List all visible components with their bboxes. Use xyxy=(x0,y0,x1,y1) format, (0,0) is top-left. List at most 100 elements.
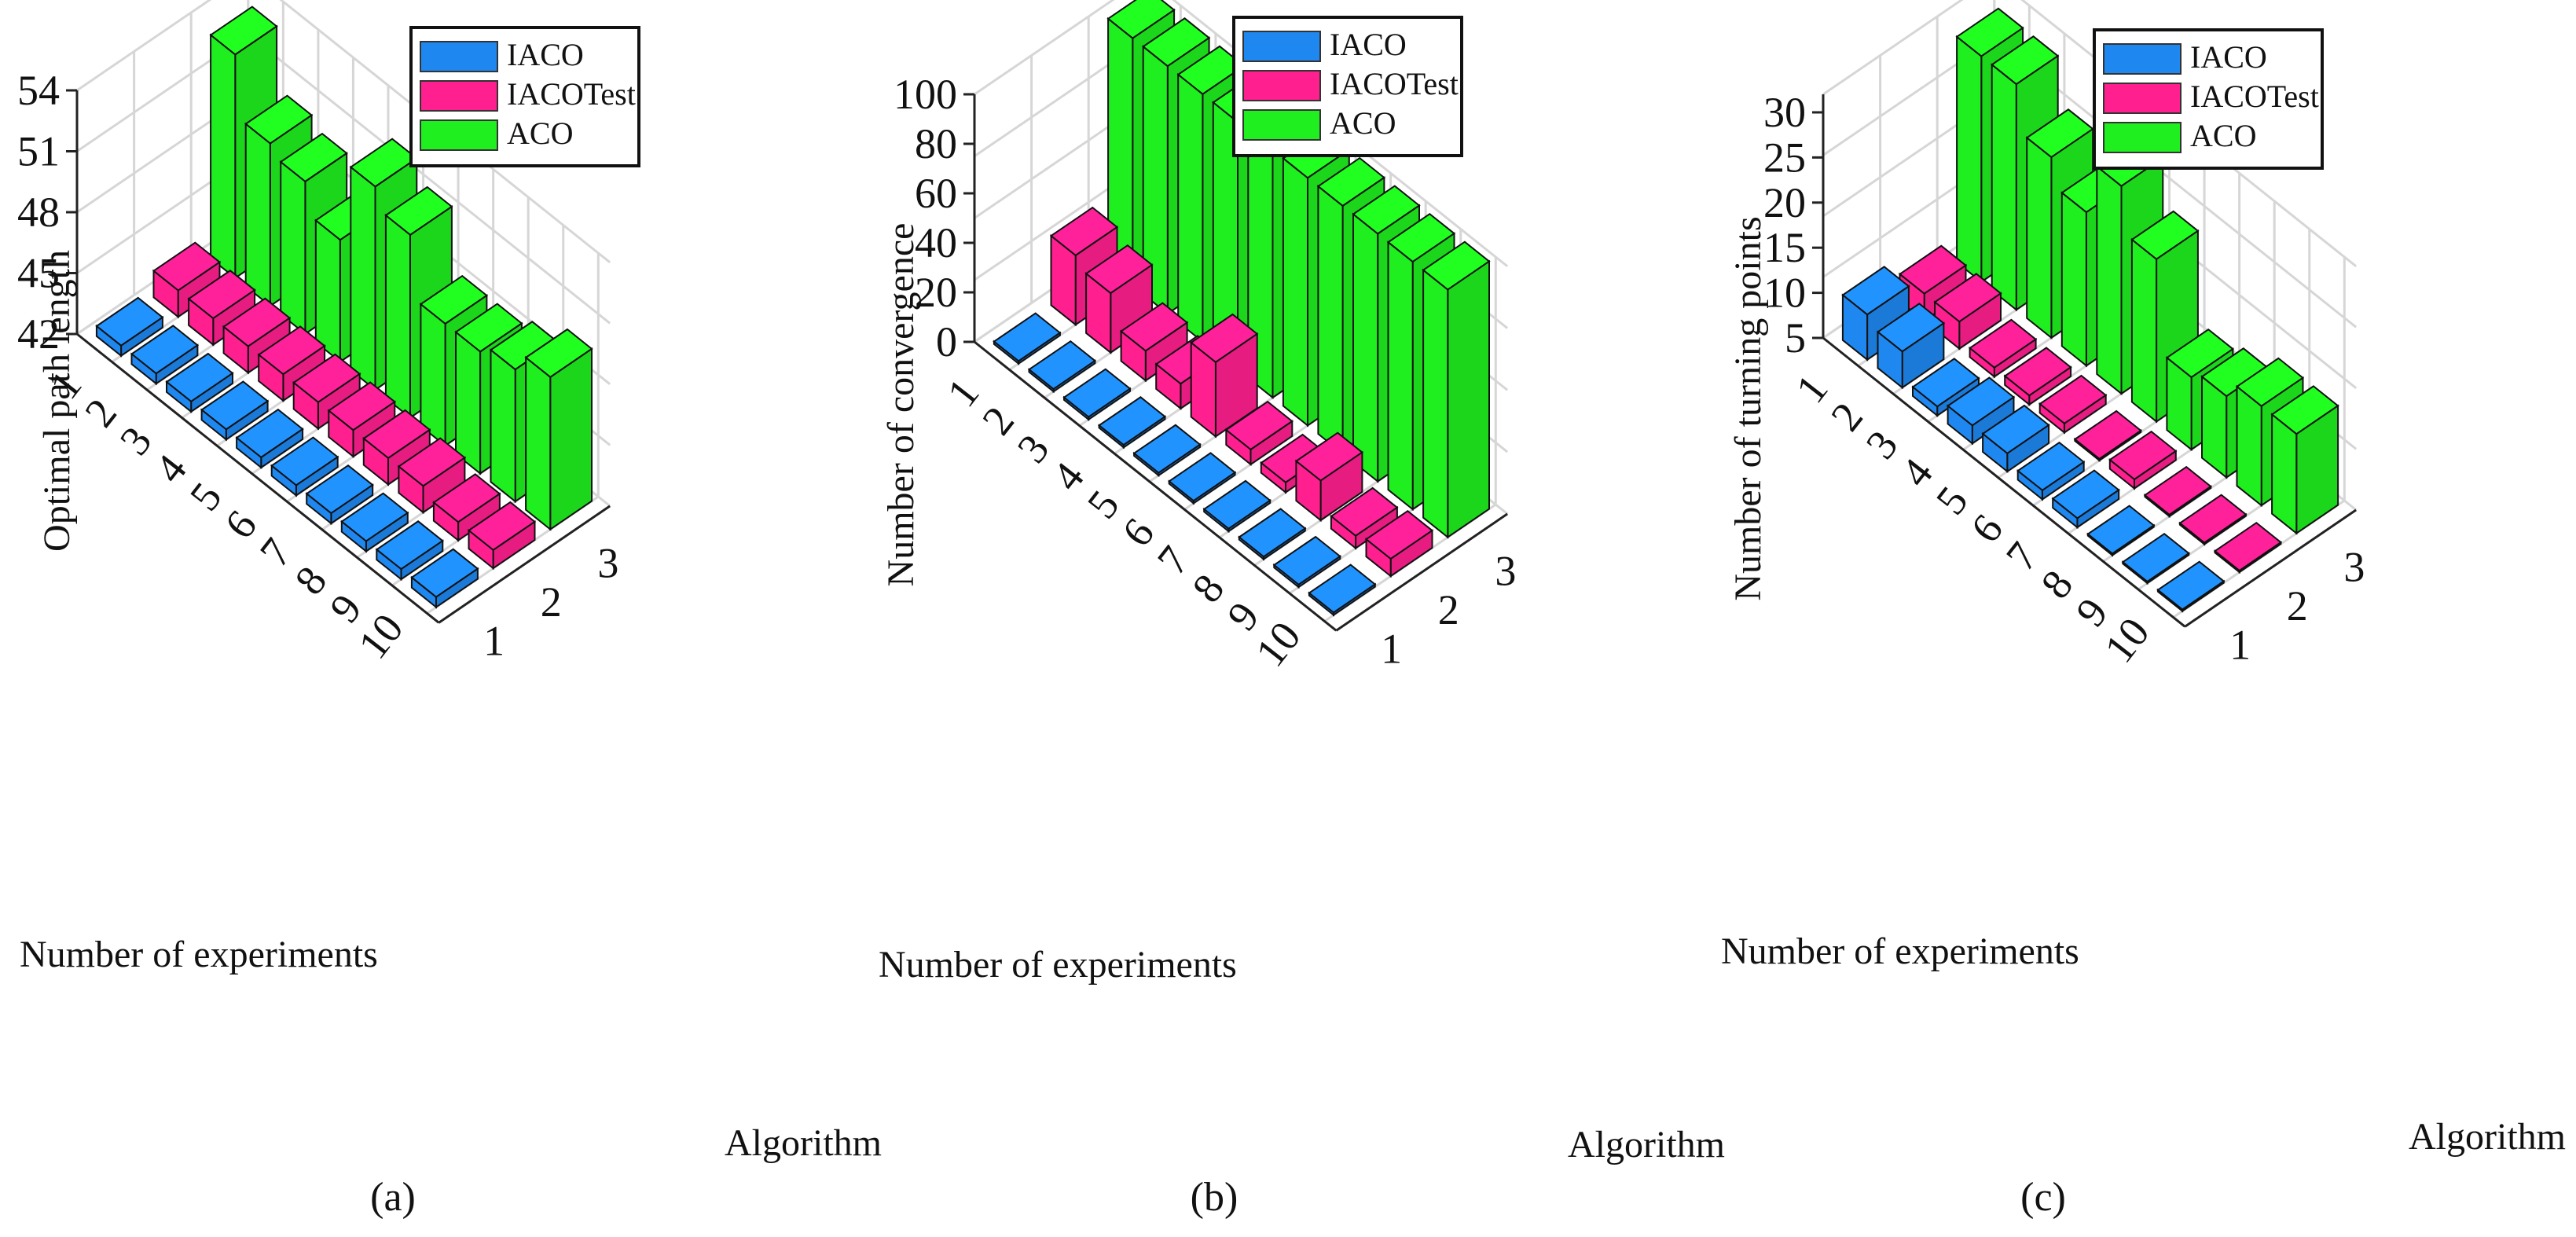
y-tick-label: 1 xyxy=(2229,622,2251,669)
z-tick-label: 80 xyxy=(915,120,957,167)
bar-iaco-1 xyxy=(993,312,1062,365)
z-tick-label: 100 xyxy=(894,71,957,118)
y-tick-label: 1 xyxy=(483,618,505,665)
bar-front xyxy=(1050,234,1077,327)
bar-front xyxy=(1238,535,1264,561)
bar-front xyxy=(1912,385,1939,417)
bar-front xyxy=(314,218,341,364)
bar-front xyxy=(362,436,389,486)
bar-iaco-3 xyxy=(165,352,234,413)
bar-front xyxy=(398,464,424,515)
bar-aco-10 xyxy=(2270,385,2339,535)
panel-a-zlabel: Optimal path length xyxy=(36,250,78,552)
bar-iacotest-3 xyxy=(1968,318,2038,379)
bar-iaco-1 xyxy=(95,296,164,358)
legend-swatch-aco xyxy=(2103,122,2182,153)
bar-side xyxy=(1447,259,1490,539)
z-tick-label: 10 xyxy=(1763,270,1806,317)
bar-iaco-3 xyxy=(1062,368,1132,421)
bar-iaco-9 xyxy=(375,520,444,582)
z-tick-label: 54 xyxy=(17,67,60,114)
legend-swatch-aco xyxy=(420,119,498,151)
bar-front xyxy=(2052,497,2079,530)
bar-front xyxy=(1120,329,1147,383)
y-tick-label: 3 xyxy=(597,540,618,587)
x-axis-line xyxy=(1822,336,2186,628)
bar-front xyxy=(432,501,460,542)
z-tick-label: 42 xyxy=(17,310,60,358)
bar-front xyxy=(2016,469,2043,501)
z-tick-label: 40 xyxy=(915,219,957,266)
bar-front xyxy=(1982,431,2009,473)
panel-b-bars xyxy=(993,0,1491,617)
bar-front xyxy=(1956,35,1983,284)
y-tick-label: 2 xyxy=(2287,582,2308,630)
bar-iaco-8 xyxy=(340,492,409,553)
y-tick-label: 2 xyxy=(1438,586,1459,633)
z-tick-label: 20 xyxy=(1763,179,1806,226)
z-tick-label: 51 xyxy=(17,128,60,175)
bar-iacotest-6 xyxy=(2073,409,2142,462)
bar-front xyxy=(2214,549,2240,574)
bar-front xyxy=(1273,563,1300,589)
bar-iacotest-6 xyxy=(1224,400,1294,466)
panel-a-bars xyxy=(95,6,593,609)
bar-front xyxy=(376,548,402,582)
legend-swatch-aco xyxy=(1242,109,1321,141)
bar-iacotest-8 xyxy=(397,437,467,515)
bar-front xyxy=(1308,591,1334,617)
y-tick-label: 2 xyxy=(541,578,562,626)
y-axis-line xyxy=(2184,508,2357,628)
bar-front xyxy=(2038,402,2065,435)
bar-front xyxy=(1260,461,1286,494)
panel-a-caption: (a) xyxy=(370,1175,416,1220)
bar-iaco-5 xyxy=(1132,424,1202,477)
panel-a-ylabel: Algorithm xyxy=(725,1122,882,1164)
bar-iacotest-8 xyxy=(2143,465,2212,519)
bar-front xyxy=(2060,191,2087,368)
bar-iaco-4 xyxy=(1097,396,1167,450)
bar-front xyxy=(1133,451,1160,477)
x-axis-line xyxy=(76,332,440,624)
bar-front xyxy=(1969,346,1995,379)
bar-front xyxy=(1028,368,1055,394)
bar-front xyxy=(2096,164,2123,395)
bar-iaco-9 xyxy=(2121,532,2190,585)
legend-label-iaco: IACO xyxy=(507,37,584,72)
bar-iaco-6 xyxy=(1168,452,1237,505)
bar-front xyxy=(328,409,354,458)
panel-a-legend: IACO IACOTest ACO xyxy=(409,26,640,167)
bar-front xyxy=(525,355,552,531)
z-tick-label: 5 xyxy=(1785,314,1806,362)
bar-iacotest-8 xyxy=(1294,431,1364,523)
bar-front xyxy=(1947,404,1973,446)
bar-iaco-2 xyxy=(130,325,200,386)
bar-front xyxy=(340,519,367,553)
bar-front xyxy=(2144,494,2171,519)
bar-iaco-6 xyxy=(2016,441,2086,501)
panel-c-caption: (c) xyxy=(2020,1175,2066,1220)
panel-c-zlabel: Number of turning points xyxy=(1727,216,1769,600)
bar-iacotest-10 xyxy=(1364,509,1434,578)
bar-iacotest-10 xyxy=(2213,521,2283,574)
bar-front xyxy=(280,160,306,336)
bar-front xyxy=(2271,413,2298,535)
bar-front xyxy=(130,352,157,386)
bar-iaco-8 xyxy=(1238,508,1307,561)
x-axis-line xyxy=(974,340,1338,632)
bar-iaco-6 xyxy=(270,436,339,497)
bar-front xyxy=(1877,330,1903,390)
panel-c-legend: IACO IACOTest ACO xyxy=(2093,28,2324,170)
bar-front xyxy=(468,528,494,571)
bar-front xyxy=(490,348,516,504)
bar-front xyxy=(1317,185,1344,456)
bar-iaco-10 xyxy=(2156,560,2226,613)
bar-side xyxy=(549,347,593,531)
bar-iaco-5 xyxy=(235,408,304,469)
bar-iaco-5 xyxy=(1981,404,2050,473)
bar-iaco-7 xyxy=(305,464,374,526)
legend-label-aco: ACO xyxy=(507,116,573,151)
z-tick-label: 20 xyxy=(915,269,957,316)
bar-iacotest-5 xyxy=(2038,374,2108,435)
z-tick-label: 45 xyxy=(17,250,60,297)
